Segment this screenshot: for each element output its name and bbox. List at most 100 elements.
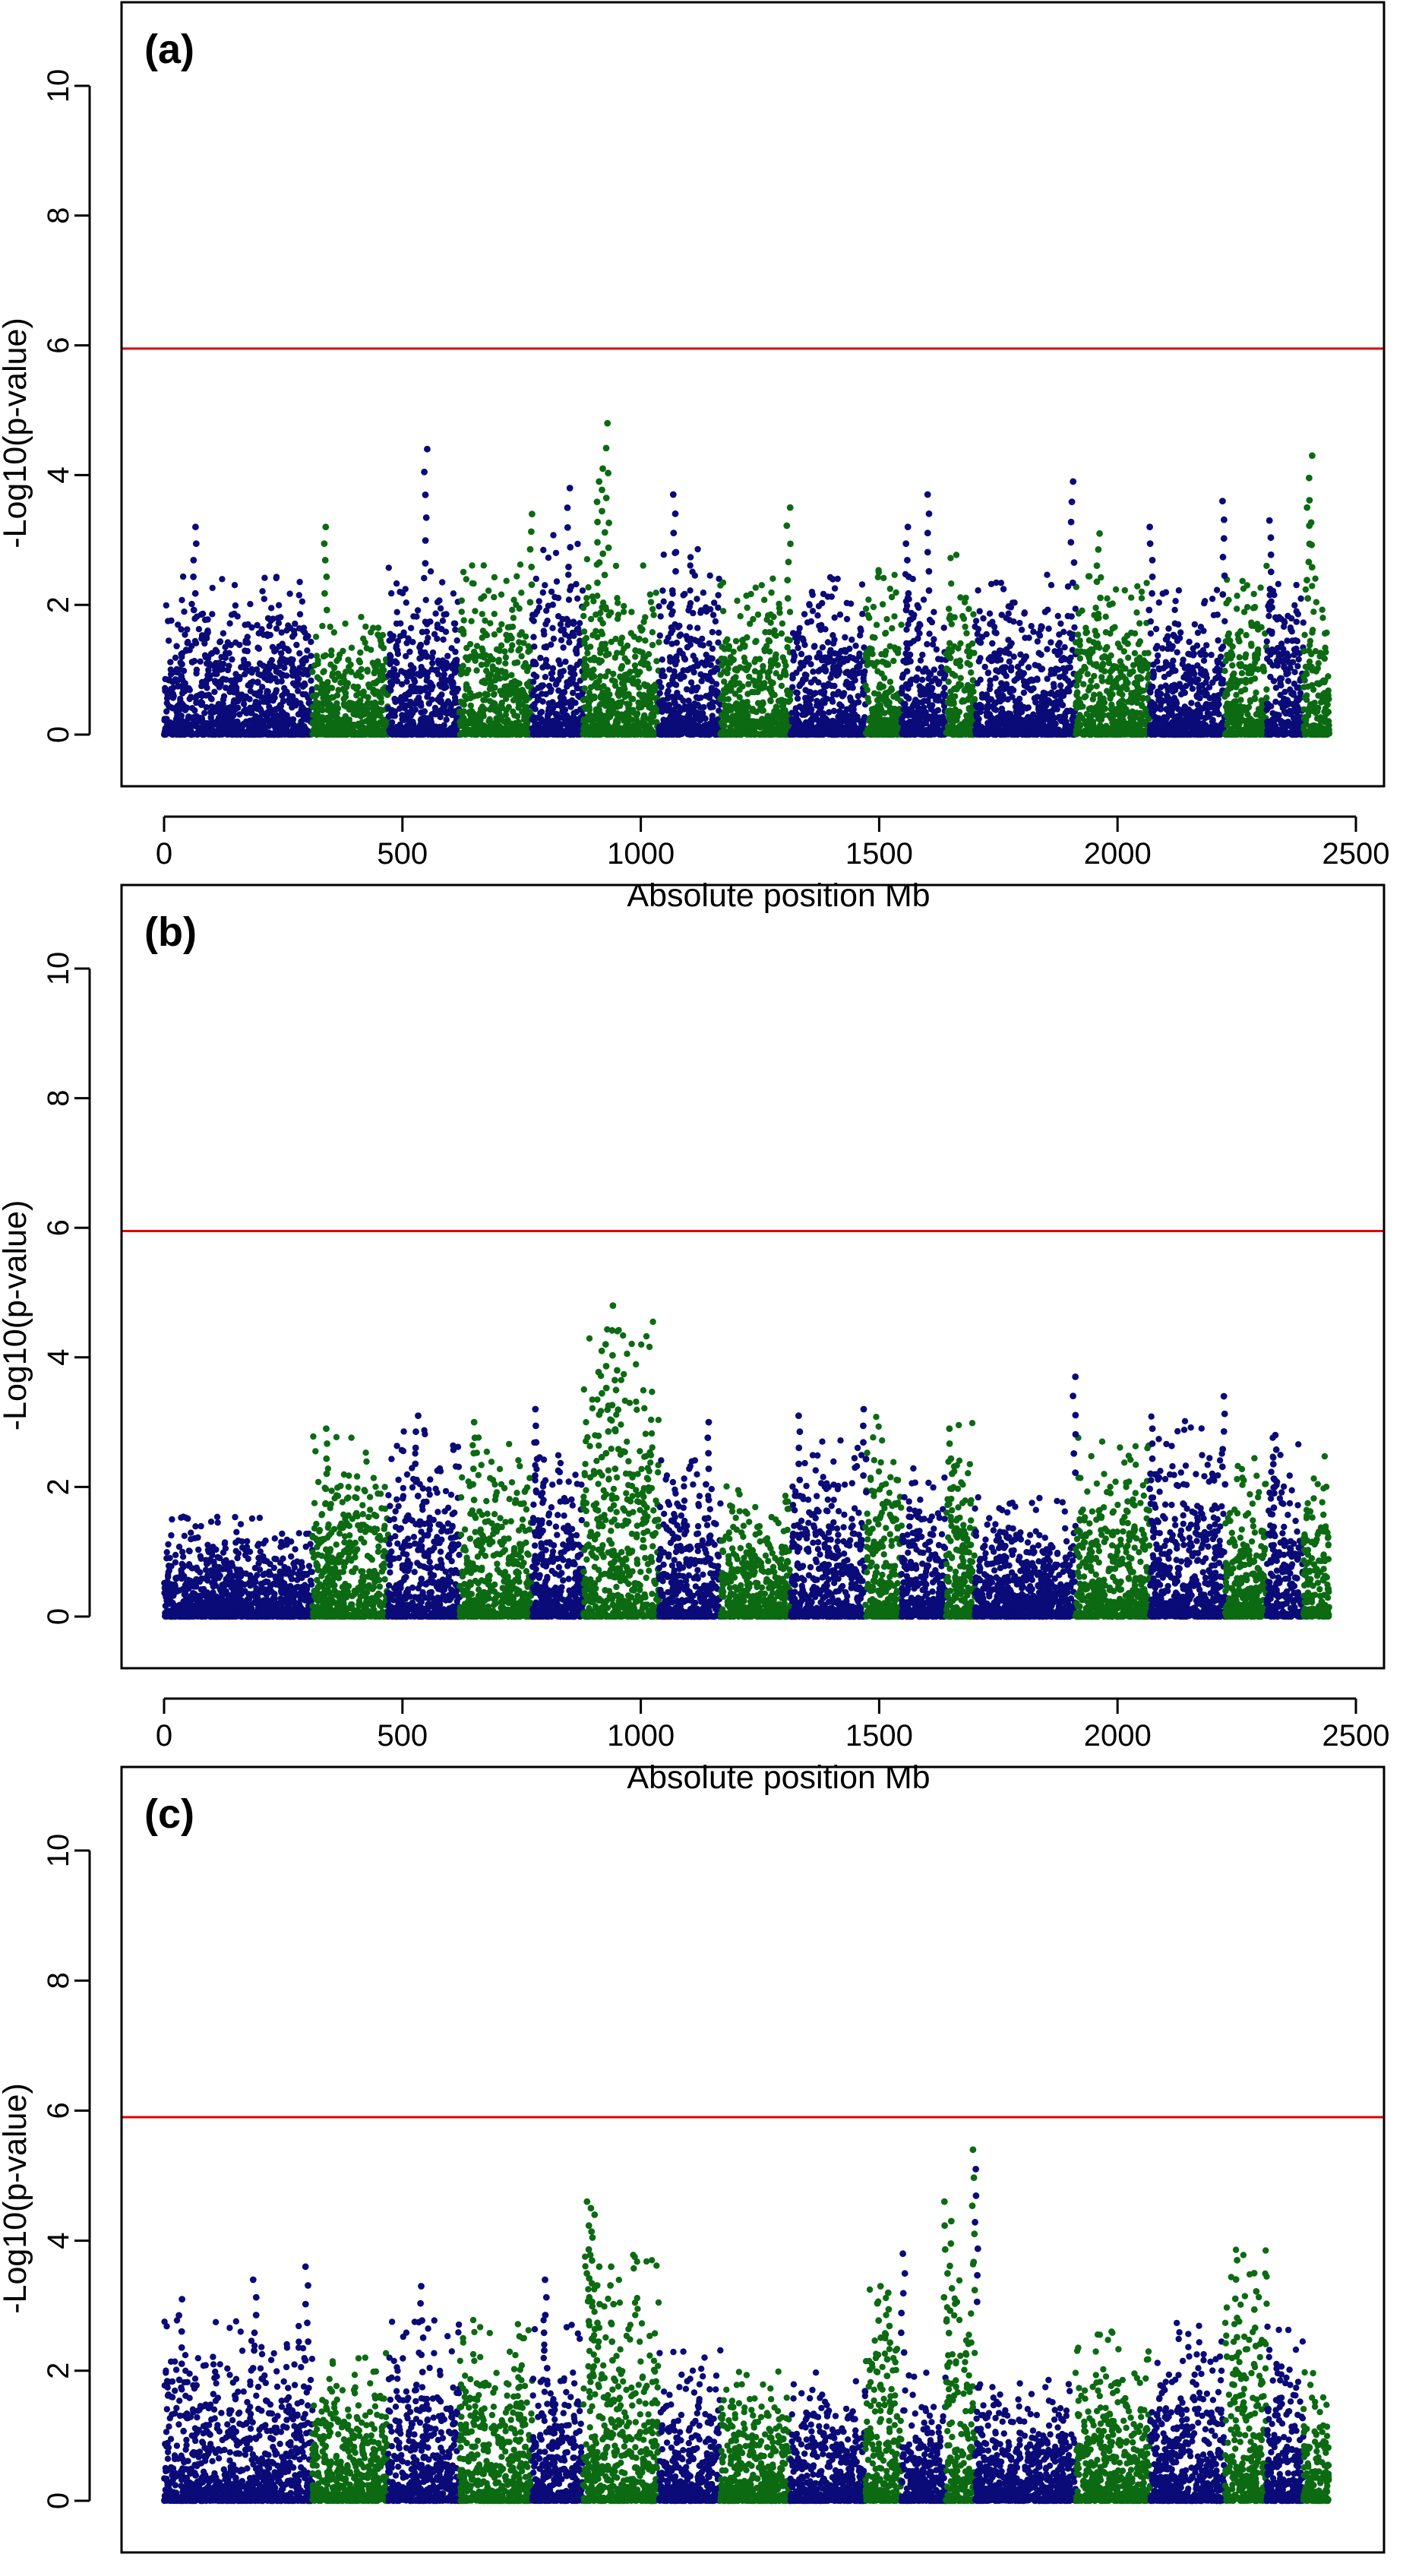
snp-point: [203, 654, 209, 660]
snp-point: [327, 696, 333, 702]
snp-point: [238, 692, 244, 698]
snp-point: [185, 640, 191, 646]
snp-point: [286, 590, 292, 596]
snp-point: [217, 715, 223, 721]
snp-point: [366, 720, 372, 726]
snp-point: [186, 725, 192, 731]
snp-point: [344, 718, 350, 724]
snp-point: [220, 631, 226, 637]
snp-point: [299, 599, 305, 605]
snp-point: [165, 618, 171, 624]
snp-point: [273, 732, 279, 738]
snp-point: [188, 601, 194, 607]
snp-point: [268, 605, 274, 611]
snp-point: [238, 732, 244, 738]
snp-point: [206, 730, 212, 736]
snp-point: [349, 703, 355, 710]
snp-point: [289, 634, 295, 640]
snp-point: [254, 702, 261, 708]
snp-point: [273, 706, 279, 713]
snp-point: [330, 670, 336, 676]
data-points: [161, 420, 1332, 738]
snp-point: [191, 707, 197, 713]
snp-point: [358, 614, 364, 620]
snp-point: [317, 724, 323, 730]
snp-point: [330, 729, 336, 735]
snp-point: [302, 669, 308, 675]
snp-point: [370, 624, 376, 631]
snp-point: [215, 709, 221, 715]
snp-point: [178, 626, 184, 632]
snp-point: [202, 617, 208, 623]
snp-point: [313, 634, 319, 640]
snp-point: [322, 684, 328, 690]
snp-point: [179, 597, 185, 603]
snp-point: [303, 635, 309, 641]
snp-point: [333, 658, 340, 664]
snp-point: [248, 708, 254, 714]
snp-point: [337, 652, 343, 658]
snp-point: [225, 639, 231, 645]
snp-point: [358, 713, 364, 719]
snp-point: [273, 625, 280, 631]
snp-point: [235, 705, 241, 711]
snp-point: [377, 728, 383, 734]
snp-point: [228, 710, 234, 716]
snp-point: [362, 624, 368, 630]
snp-point: [217, 638, 223, 644]
snp-point: [308, 678, 314, 684]
snp-point: [246, 732, 252, 738]
snp-point: [277, 614, 283, 620]
snp-point: [211, 689, 217, 695]
snp-point: [261, 675, 267, 681]
snp-point: [296, 650, 302, 656]
snp-point: [219, 576, 225, 582]
snp-point: [261, 596, 267, 602]
snp-point: [185, 685, 191, 691]
snp-point: [164, 691, 170, 697]
snp-point: [254, 692, 261, 698]
snp-point: [206, 692, 212, 698]
snp-point: [371, 709, 377, 715]
snp-point: [295, 669, 302, 675]
snp-point: [292, 682, 299, 688]
snp-point: [376, 710, 382, 716]
snp-point: [381, 645, 387, 651]
snp-point: [343, 703, 349, 710]
snp-point: [357, 650, 363, 656]
snp-point: [319, 714, 325, 720]
snp-point: [262, 729, 268, 735]
snp-point: [356, 657, 362, 663]
snp-point: [378, 699, 384, 705]
snp-point: [309, 704, 315, 710]
snp-point: [216, 730, 223, 736]
snp-point: [374, 688, 380, 694]
snp-point: [348, 668, 354, 675]
snp-point: [163, 708, 169, 714]
snp-point: [197, 659, 204, 665]
snp-point: [308, 653, 314, 659]
snp-point: [241, 701, 247, 707]
snp-point: [273, 575, 280, 581]
snp-point: [254, 679, 261, 685]
snp-point: [192, 722, 198, 729]
snp-point: [257, 660, 263, 666]
snp-point: [255, 671, 261, 677]
snp-point: [319, 623, 325, 629]
snp-point: [188, 732, 194, 738]
snp-point: [231, 700, 237, 706]
snp-point: [229, 656, 235, 662]
snp-point: [188, 694, 194, 700]
snp-point: [216, 684, 223, 690]
snp-point: [263, 696, 269, 702]
snp-point: [162, 685, 168, 691]
snp-point: [177, 666, 183, 672]
snp-point: [189, 659, 195, 665]
snp-point: [220, 676, 226, 682]
snp-point: [204, 684, 210, 691]
snp-point: [267, 660, 273, 666]
snp-point: [365, 668, 371, 675]
snp-point: [210, 585, 216, 591]
snp-point: [232, 730, 238, 736]
manhattan-figure: 0246810-Log10(p-value)0 500 1000 1500 2000 25…: [0, 0, 1403, 2576]
